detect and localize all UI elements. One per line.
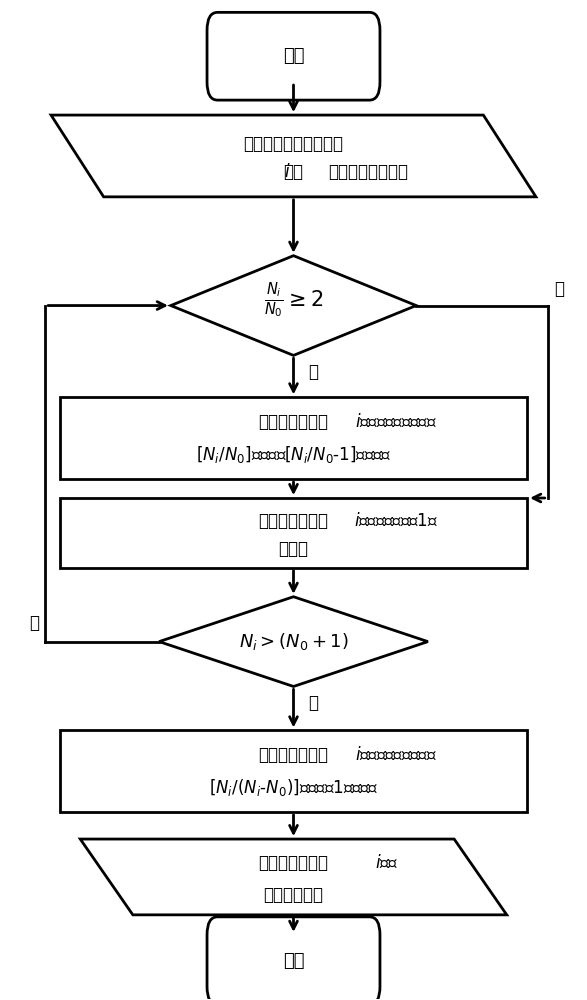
Text: 输入基准数据及非基准: 输入基准数据及非基准 — [244, 135, 343, 153]
Bar — [60, 397, 527, 479]
Polygon shape — [171, 256, 416, 355]
Text: 结束: 结束 — [283, 952, 304, 970]
Text: $i$，暂降段采样点每隔: $i$，暂降段采样点每隔 — [355, 413, 437, 431]
Text: 否: 否 — [555, 280, 565, 298]
Text: 开始: 开始 — [283, 47, 304, 65]
Polygon shape — [159, 597, 428, 686]
Text: $i$: $i$ — [284, 163, 291, 181]
Bar — [60, 730, 527, 812]
Text: 采样点: 采样点 — [278, 540, 309, 558]
Text: $i$暂降: $i$暂降 — [375, 854, 399, 872]
Text: $[N_i/(N_i$-$N_0)]$个点去掉1个采样点: $[N_i/(N_i$-$N_0)]$个点去掉1个采样点 — [208, 777, 379, 798]
Text: 暂降相的采样信息: 暂降相的采样信息 — [329, 163, 409, 181]
Text: 对于非基准数据: 对于非基准数据 — [258, 512, 329, 530]
Text: $[N_i/N_0]$个点去掉$[N_i/N_0$-1]个采样点: $[N_i/N_0]$个点去掉$[N_i/N_0$-1]个采样点 — [195, 444, 392, 465]
FancyBboxPatch shape — [207, 917, 380, 1000]
Text: 输出非基准数据: 输出非基准数据 — [258, 854, 329, 872]
Bar — [60, 498, 527, 568]
Text: 对于非基准数据: 对于非基准数据 — [258, 746, 329, 764]
Polygon shape — [80, 839, 507, 915]
Text: 对于非基准数据: 对于非基准数据 — [258, 413, 329, 431]
Text: 是: 是 — [29, 614, 39, 632]
FancyBboxPatch shape — [207, 12, 380, 100]
Text: 是: 是 — [308, 363, 318, 381]
Text: 相的采样信息: 相的采样信息 — [264, 886, 323, 904]
Text: $N_i>(N_0+1)$: $N_i>(N_0+1)$ — [239, 631, 348, 652]
Polygon shape — [51, 115, 536, 197]
Text: $i$，去掉暂降段第1个: $i$，去掉暂降段第1个 — [354, 512, 438, 530]
Text: $i$，暂降段采样点每隔: $i$，暂降段采样点每隔 — [355, 746, 437, 764]
Text: 数据: 数据 — [284, 163, 303, 181]
Text: $\frac{N_i}{N_0}\geq 2$: $\frac{N_i}{N_0}\geq 2$ — [264, 281, 323, 320]
Text: 否: 否 — [308, 694, 318, 712]
